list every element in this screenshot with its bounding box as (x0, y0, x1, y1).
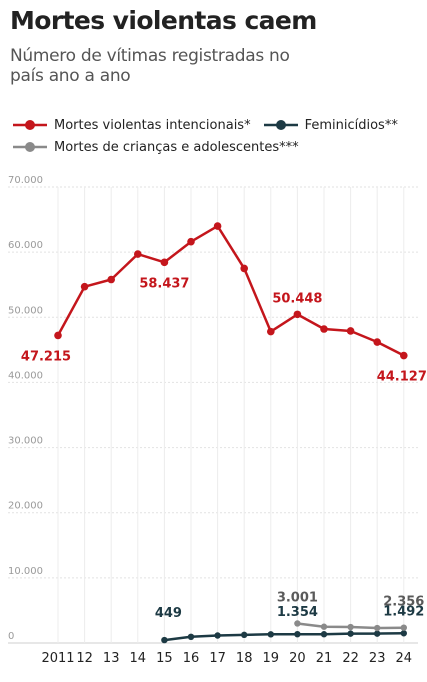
data-point (400, 630, 407, 637)
data-point (294, 620, 301, 627)
y-tick-label: 60.000 (8, 240, 43, 251)
data-point (347, 630, 354, 637)
legend-line-marker-icon (13, 120, 47, 130)
data-label: 3.001 (277, 590, 318, 605)
data-point (161, 636, 168, 644)
legend-label: Feminicídios** (304, 117, 398, 133)
data-label: 1.492 (383, 604, 424, 619)
data-point (267, 631, 274, 638)
data-point (107, 275, 115, 284)
data-point (187, 633, 195, 641)
data-point (241, 631, 248, 639)
y-tick-label: 10.000 (8, 566, 43, 577)
data-point (347, 623, 354, 631)
legend: Mortes violentas intencionais* Feminicíd… (12, 114, 422, 158)
data-point (293, 310, 302, 319)
y-tick-label: 40.000 (8, 370, 43, 381)
x-tick-label: 20 (289, 651, 306, 666)
legend-line-marker-icon (263, 120, 298, 130)
legend-label: Mortes violentas intencionais* (54, 117, 251, 133)
x-tick-label: 16 (183, 651, 200, 666)
legend-item-feminicidios: Feminicídios** (263, 118, 398, 133)
data-label: 449 (155, 606, 182, 621)
data-point (320, 631, 328, 638)
legend-item-criancas: Mortes de crianças e adolescentes*** (12, 140, 299, 155)
x-tick-label: 24 (396, 651, 413, 666)
data-point (187, 237, 195, 246)
data-point (80, 282, 89, 291)
x-tick-label: 18 (236, 651, 253, 666)
legend-label: Mortes de crianças e adolescentes*** (54, 139, 299, 155)
legend-line-marker-icon (13, 142, 47, 152)
x-tick-label: 22 (342, 651, 359, 666)
data-point (373, 338, 382, 346)
data-point (374, 630, 381, 637)
data-point (400, 624, 407, 631)
legend-row-2: Mortes de crianças e adolescentes*** (12, 136, 422, 158)
x-tick-label: 21 (316, 651, 333, 666)
data-point (54, 331, 62, 340)
x-tick-label: 14 (130, 651, 147, 666)
series-line (164, 632, 404, 642)
data-label: 2.356 (383, 595, 424, 610)
data-point (320, 623, 328, 630)
data-point (240, 264, 248, 273)
y-tick-label: 20.000 (8, 501, 43, 512)
series-line (56, 224, 405, 357)
data-label: 47.215 (21, 349, 71, 364)
x-tick-label: 13 (103, 651, 120, 666)
y-tick-label: 50.000 (8, 305, 43, 316)
data-label: 50.448 (272, 291, 322, 306)
data-point (346, 327, 355, 335)
data-label: 1.354 (277, 605, 318, 620)
legend-item-mortes-violentas: Mortes violentas intencionais* (12, 118, 251, 133)
data-point (320, 325, 328, 333)
data-label: 58.437 (139, 276, 189, 291)
y-tick-label: 70.000 (8, 175, 43, 186)
legend-row-1: Mortes violentas intencionais* Feminicíd… (12, 114, 422, 136)
x-tick-label: 19 (263, 651, 280, 666)
data-point (267, 327, 275, 336)
x-tick-label: 17 (209, 651, 226, 666)
data-point (134, 250, 142, 258)
x-tick-label: 12 (76, 651, 93, 666)
data-point (374, 624, 381, 632)
data-label: 44.127 (377, 370, 427, 385)
data-point (214, 632, 221, 639)
y-tick-label: 0 (8, 631, 14, 642)
data-point (294, 630, 301, 638)
data-point (213, 222, 222, 230)
x-tick-label: 23 (369, 651, 386, 666)
chart-title: Mortes violentas caem (10, 6, 317, 35)
chart-subtitle: Número de vítimas registradas no país an… (10, 46, 290, 86)
x-tick-label: 2011 (41, 651, 74, 666)
data-point (160, 258, 169, 267)
y-tick-label: 30.000 (8, 436, 43, 447)
data-point (400, 351, 408, 360)
x-tick-label: 15 (156, 651, 173, 666)
